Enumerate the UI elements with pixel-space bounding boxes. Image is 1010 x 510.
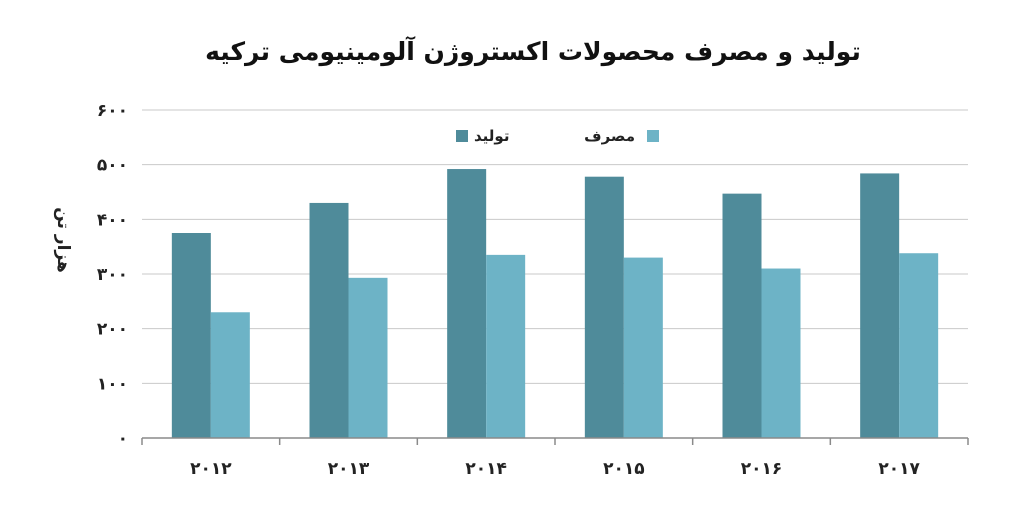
legend-swatch <box>456 130 468 142</box>
bar-consumption <box>210 312 250 438</box>
chart-title: تولید و مصرف محصولات اکستروژن آلومینیومی… <box>205 36 861 67</box>
y-tick-label: ۱۰۰ <box>97 374 128 394</box>
legend: تولید مصرف <box>456 127 659 145</box>
x-tick-label: ۲۰۱۵ <box>603 459 645 479</box>
legend-swatch <box>647 130 659 142</box>
bar-consumption <box>623 257 663 438</box>
y-tick-label: ۰ <box>118 429 128 449</box>
x-tick-label: ۲۰۱۷ <box>878 459 920 479</box>
bar-consumption <box>348 277 388 438</box>
bar-consumption <box>899 253 939 438</box>
bar-production <box>447 169 487 439</box>
x-tick-label: ۲۰۱۴ <box>465 459 507 479</box>
bar-production <box>722 193 762 438</box>
y-tick-label: ۴۰۰ <box>97 210 128 230</box>
x-axis: ۲۰۱۲ ۲۰۱۳ ۲۰۱۴ ۲۰۱۵ ۲۰۱۶ ۲۰۱۷ <box>141 437 969 479</box>
x-tick-label: ۲۰۱۳ <box>328 459 370 479</box>
bar-consumption <box>761 268 801 438</box>
bar-production <box>584 176 624 438</box>
y-tick-label: ۶۰۰ <box>97 101 128 121</box>
y-tick-label: ۲۰۰ <box>97 320 128 340</box>
x-tick-label: ۲۰۱۲ <box>190 459 232 479</box>
y-tick-label: ۳۰۰ <box>97 265 128 285</box>
legend-label: تولید <box>474 127 509 145</box>
x-tick-label: ۲۰۱۶ <box>741 459 783 479</box>
y-tick-label: ۵۰۰ <box>97 156 128 176</box>
y-axis-ticks: ۰ ۱۰۰ ۲۰۰ ۳۰۰ ۴۰۰ ۵۰۰ ۶۰۰ <box>97 101 128 449</box>
bars <box>171 169 939 439</box>
bar-production <box>309 202 349 438</box>
bar-production <box>171 233 211 438</box>
bar-production <box>860 173 900 438</box>
y-axis-label: هزار تن <box>53 207 73 273</box>
legend-label: مصرف <box>584 127 635 145</box>
gridlines <box>142 109 968 384</box>
bar-consumption <box>486 254 526 438</box>
